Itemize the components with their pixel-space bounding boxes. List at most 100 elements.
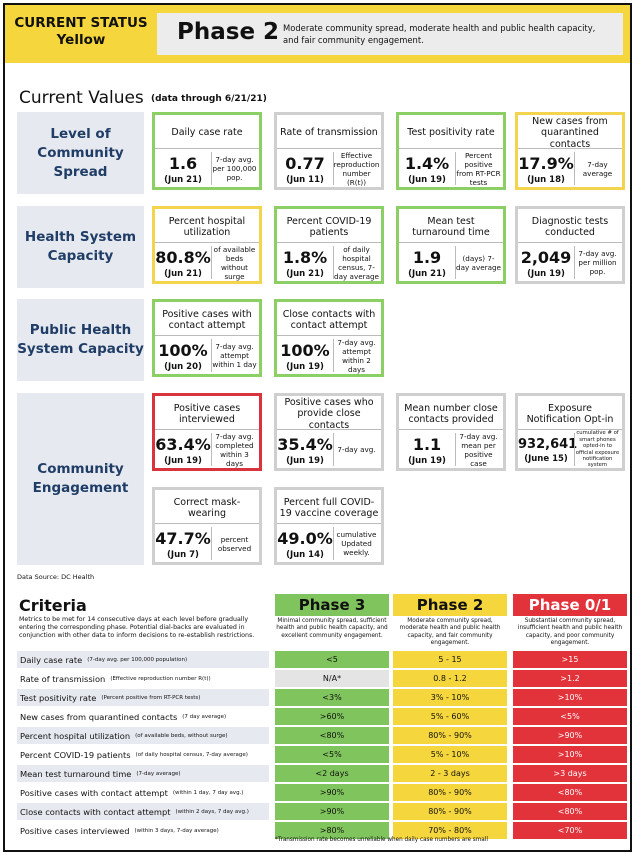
metric-title: New cases from quarantined contacts — [532, 115, 608, 150]
current-status: CURRENT STATUS Yellow — [11, 15, 151, 49]
criteria-threshold: >80% — [275, 822, 389, 839]
phase-description: Minimal community spread, sufficient hea… — [276, 618, 388, 639]
metric-date: (Jun 19) — [286, 456, 324, 466]
dashboard-page: CURRENT STATUS Yellow Phase 2 Moderate c… — [3, 3, 632, 852]
criteria-label: Close contacts with contact attempt — [20, 806, 171, 817]
metric-card: Daily case rate 1.6 (Jun 21) 7-day avg. per… — [152, 112, 262, 190]
metric-value: 63.4% — [155, 435, 211, 454]
metric-title: Rate of transmission — [280, 127, 378, 139]
metric-card: Mean number close contacts provided 1.1 (J… — [396, 393, 506, 471]
metric-date: (Jun 7) — [167, 550, 199, 560]
criteria-label: Percent hospital utilization — [20, 730, 131, 741]
criteria-threshold: 5% - 60% — [393, 708, 507, 725]
metric-description: 7-day average — [574, 152, 620, 185]
metric-description: of available beds without surge — [211, 245, 257, 281]
transmission-footnote: *Transmission rate becomes unreliable wh… — [275, 837, 488, 843]
metric-date: (Jun 20) — [164, 362, 202, 372]
criteria-note: (7-day average) — [136, 770, 181, 777]
metric-card: Rate of transmission 0.77 (Jun 11) Effectiv… — [274, 112, 384, 190]
criteria-row: Close contacts with contact attempt (with… — [17, 803, 269, 820]
criteria-threshold: 0.8 - 1.2 — [393, 670, 507, 687]
metric-card: Percent COVID-19 patients 1.8% (Jun 21) of … — [274, 206, 384, 284]
metric-title: Correct mask-wearing — [173, 496, 241, 520]
criteria-label: Percent COVID-19 patients — [20, 749, 131, 760]
metric-description: percent observed — [211, 527, 257, 560]
criteria-note: (Effective reproduction number R(t)) — [110, 675, 211, 682]
metric-title: Diagnostic tests conducted — [531, 215, 609, 239]
metric-title: Close contacts with contact attempt — [282, 308, 376, 332]
criteria-threshold: 5% - 10% — [393, 746, 507, 763]
criteria-threshold: >1.2 — [513, 670, 627, 687]
metric-date: (Jun 19) — [164, 456, 202, 466]
status-header: CURRENT STATUS Yellow Phase 2 Moderate c… — [5, 5, 630, 63]
metric-value: 1.4% — [404, 154, 450, 173]
metric-date: (Jun 11) — [286, 175, 324, 185]
phase-description: Substantial community spread, insufficie… — [517, 618, 623, 646]
metric-card: Percent hospital utilization 80.8% (Jun 21… — [152, 206, 262, 284]
metric-date: (June 15) — [524, 454, 568, 464]
criteria-row: Positive cases with contact attempt (with… — [17, 784, 269, 801]
metric-description: 7-day avg. attempt within 1 day — [211, 339, 257, 372]
criteria-threshold: <80% — [513, 784, 627, 801]
data-source: Data Source: DC Health — [17, 573, 95, 581]
current-phase: Phase 2 — [177, 19, 280, 45]
criteria-threshold: >90% — [275, 784, 389, 801]
metric-value: 17.9% — [518, 154, 574, 173]
metric-description: cumulative Updated weekly. — [333, 527, 379, 560]
metric-description: 7-day avg. attempt within 2 days — [333, 338, 379, 374]
phase-description: Moderate community spread, moderate heal… — [399, 618, 501, 646]
phase-header: Phase 3 — [275, 594, 389, 616]
current-values-title: Current Values — [19, 88, 144, 108]
criteria-note: (of available beds, without surge) — [135, 732, 228, 739]
criteria-label: New cases from quarantined contacts — [20, 711, 178, 722]
metric-date: (Jun 19) — [408, 456, 446, 466]
metric-card: Positive cases with contact attempt 100% (… — [152, 299, 262, 377]
metric-title: Percent full COVID-19 vaccine coverage — [279, 496, 379, 520]
row-label-community-spread: Level of Community Spread — [17, 112, 144, 194]
criteria-threshold: >60% — [275, 708, 389, 725]
current-status-label: CURRENT STATUS — [14, 15, 148, 31]
criteria-note: (of daily hospital census, 7-day average… — [135, 751, 248, 758]
metric-description: 7-day avg. per million pop. — [574, 246, 620, 279]
criteria-threshold: >90% — [513, 727, 627, 744]
metric-description: 7-day avg. per 100,000 pop. — [211, 152, 257, 185]
criteria-threshold: 3% - 10% — [393, 689, 507, 706]
metric-title: Positive cases interviewed — [173, 402, 241, 426]
metric-title: Positive cases with contact attempt — [162, 308, 252, 332]
metric-date: (Jun 19) — [286, 362, 324, 372]
criteria-label: Daily case rate — [20, 654, 83, 665]
metric-description: Percent positive from RT-PCR tests — [455, 150, 501, 187]
criteria-threshold: <5% — [275, 746, 389, 763]
metric-title: Percent hospital utilization — [168, 215, 246, 239]
metric-description: 7-day avg. completed within 3 days — [211, 432, 257, 468]
criteria-row: Percent COVID-19 patients (of daily hospi… — [17, 746, 269, 763]
criteria-threshold: 80% - 90% — [393, 803, 507, 820]
criteria-intro: Metrics to be met for 14 consecutive day… — [19, 616, 255, 640]
criteria-threshold: <70% — [513, 822, 627, 839]
metric-title: Test positivity rate — [407, 127, 495, 139]
metric-card: Percent full COVID-19 vaccine coverage 49… — [274, 487, 384, 565]
current-status-color: Yellow — [56, 32, 106, 48]
row-label-community-engagement: Community Engagement — [17, 393, 144, 565]
metric-card: Test positivity rate 1.4% (Jun 19) Percent … — [396, 112, 506, 190]
row-label-health-system: Health System Capacity — [17, 206, 144, 288]
criteria-threshold: <2 days — [275, 765, 389, 782]
criteria-row: Test positivity rate (Percent positive fr… — [17, 689, 269, 706]
metric-title: Mean number close contacts provided — [404, 402, 498, 426]
criteria-row: Positive cases interviewed (within 3 days… — [17, 822, 269, 839]
metric-date: (Jun 18) — [527, 175, 565, 185]
metric-card: Positive cases interviewed 63.4% (Jun 19) 7… — [152, 393, 262, 471]
criteria-label: Positive cases with contact attempt — [20, 787, 168, 798]
metric-value: 0.77 — [285, 154, 325, 173]
metric-card: Correct mask-wearing 47.7% (Jun 7) percent … — [152, 487, 262, 565]
metric-date: (Jun 21) — [164, 269, 202, 279]
metric-card: Positive cases who provide close contact… — [274, 393, 384, 471]
criteria-row: Rate of transmission (Effective reproduct… — [17, 670, 269, 687]
metric-description: cumulative # of smart phones opted-in to… — [574, 430, 620, 469]
criteria-threshold: <80% — [275, 727, 389, 744]
metric-value: 35.4% — [277, 435, 333, 454]
metric-date: (Jun 21) — [408, 269, 446, 279]
criteria-threshold: >10% — [513, 746, 627, 763]
criteria-threshold: >10% — [513, 689, 627, 706]
criteria-note: (Percent positive from RT-PCR tests) — [101, 694, 201, 701]
